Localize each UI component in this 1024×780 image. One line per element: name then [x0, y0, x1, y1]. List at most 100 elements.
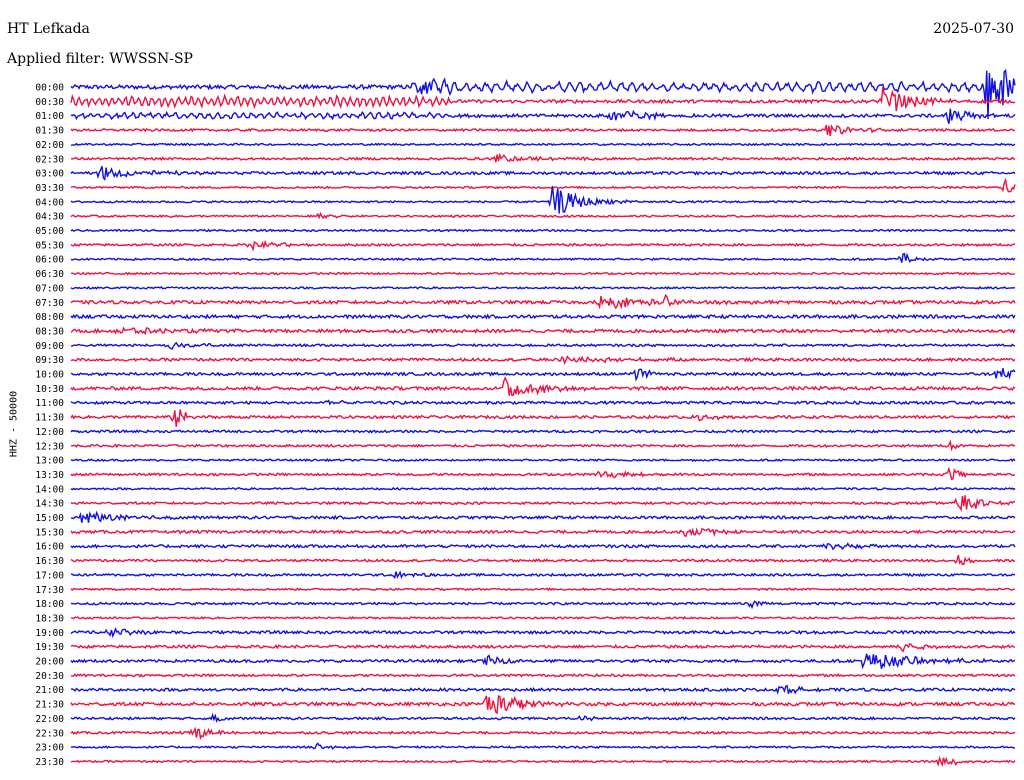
trace-1330 — [70, 466, 1016, 481]
time-tick-1100: 11:00 — [35, 398, 64, 409]
time-tick-1600: 16:00 — [35, 542, 64, 553]
time-tick-0700: 07:00 — [35, 283, 64, 294]
trace-2130 — [70, 695, 1016, 715]
time-tick-1900: 19:00 — [35, 628, 64, 639]
time-tick-0000: 00:00 — [35, 83, 64, 94]
trace-1200 — [70, 429, 1015, 434]
trace-0000 — [70, 68, 1016, 120]
trace-0430 — [70, 211, 1015, 220]
trace-0930 — [70, 355, 1016, 366]
time-tick-1830: 18:30 — [35, 613, 64, 624]
trace-1030 — [70, 376, 1016, 397]
trace-0300 — [70, 166, 1016, 182]
trace-0100 — [70, 108, 1016, 124]
trace-1500 — [71, 510, 1016, 523]
trace-1700 — [70, 570, 1016, 580]
trace-0030 — [70, 87, 1016, 112]
time-tick-0530: 05:30 — [35, 240, 64, 251]
trace-2200 — [70, 712, 1016, 723]
time-tick-1530: 15:30 — [35, 527, 64, 538]
time-tick-1500: 15:00 — [35, 513, 64, 524]
trace-0330 — [70, 177, 1016, 193]
time-tick-1200: 12:00 — [35, 427, 64, 438]
trace-0630 — [70, 271, 1016, 276]
trace-1830 — [70, 616, 1016, 620]
time-tick-1430: 14:30 — [35, 499, 64, 510]
time-tick-2300: 23:00 — [35, 743, 64, 754]
time-tick-2000: 20:00 — [35, 657, 64, 668]
filter-label: Applied filter: WWSSN-SP — [7, 51, 193, 67]
time-tick-1700: 17:00 — [35, 570, 64, 581]
trace-2300 — [70, 742, 1015, 750]
trace-1900 — [70, 626, 1016, 639]
time-tick-1400: 14:00 — [35, 484, 64, 495]
trace-1130 — [70, 409, 1016, 427]
trace-2030 — [70, 673, 1016, 678]
time-tick-2200: 22:00 — [35, 714, 64, 725]
time-tick-0730: 07:30 — [35, 298, 64, 309]
trace-1430 — [70, 495, 1016, 512]
trace-0200 — [70, 142, 1016, 147]
trace-1300 — [70, 458, 1016, 463]
time-tick-0300: 03:00 — [35, 169, 64, 180]
trace-0500 — [70, 228, 1016, 233]
time-tick-2130: 21:30 — [35, 700, 64, 711]
time-tick-0430: 04:30 — [35, 212, 64, 223]
trace-0700 — [70, 285, 1016, 290]
time-tick-1800: 18:00 — [35, 599, 64, 610]
time-tick-0030: 00:30 — [35, 97, 64, 108]
time-tick-1630: 16:30 — [35, 556, 64, 567]
trace-0800 — [70, 313, 1016, 320]
time-tick-0900: 09:00 — [35, 341, 64, 352]
time-tick-1730: 17:30 — [35, 585, 64, 596]
trace-0730 — [70, 293, 1016, 310]
trace-2330 — [70, 755, 1016, 768]
time-tick-2230: 22:30 — [35, 728, 64, 739]
trace-0530 — [70, 239, 1016, 252]
trace-2100 — [70, 684, 1016, 695]
trace-1800 — [70, 600, 1016, 610]
time-tick-0600: 06:00 — [35, 255, 64, 266]
time-tick-0630: 06:30 — [35, 269, 64, 280]
time-tick-0230: 02:30 — [35, 154, 64, 165]
time-tick-0130: 01:30 — [35, 126, 64, 137]
trace-0400 — [70, 185, 1016, 214]
trace-2000 — [70, 653, 1016, 670]
time-tick-1230: 12:30 — [35, 441, 64, 452]
trace-0900 — [70, 341, 1016, 350]
time-tick-1330: 13:30 — [35, 470, 64, 481]
trace-1530 — [70, 527, 1016, 538]
time-tick-1930: 19:30 — [35, 642, 64, 653]
time-tick-0930: 09:30 — [35, 355, 64, 366]
time-tick-0800: 08:00 — [35, 312, 64, 323]
time-tick-2100: 21:00 — [35, 685, 64, 696]
trace-1730 — [70, 587, 1016, 592]
time-tick-labels: 00:00 00:30 01:00 01:30 02:00 02:30 03:00 03:30… — [35, 83, 64, 768]
trace-1400 — [70, 486, 1016, 491]
time-tick-0500: 05:00 — [35, 226, 64, 237]
time-tick-2030: 20:30 — [35, 671, 64, 682]
time-tick-1030: 10:30 — [35, 384, 64, 395]
time-tick-1300: 13:00 — [35, 456, 64, 467]
trace-1000 — [70, 368, 1016, 382]
trace-0230 — [70, 152, 1016, 163]
trace-0600 — [70, 252, 1016, 264]
time-tick-1000: 10:00 — [35, 370, 64, 381]
station-title: HT Lefkada — [7, 21, 90, 37]
time-tick-0100: 01:00 — [35, 111, 64, 122]
time-tick-0830: 08:30 — [35, 326, 64, 337]
time-tick-2330: 23:30 — [35, 757, 64, 768]
trace-1630 — [70, 555, 1016, 565]
trace-lines — [70, 68, 1016, 768]
date-label: 2025-07-30 — [933, 21, 1014, 37]
time-tick-1130: 11:30 — [35, 413, 64, 424]
trace-1100 — [70, 399, 1016, 406]
trace-0830 — [70, 326, 1016, 336]
trace-1600 — [70, 542, 1016, 551]
trace-2230 — [70, 726, 1016, 741]
trace-1230 — [71, 439, 1016, 452]
time-tick-0330: 03:30 — [35, 183, 64, 194]
trace-1930 — [70, 643, 1016, 653]
trace-0130 — [70, 123, 1016, 137]
